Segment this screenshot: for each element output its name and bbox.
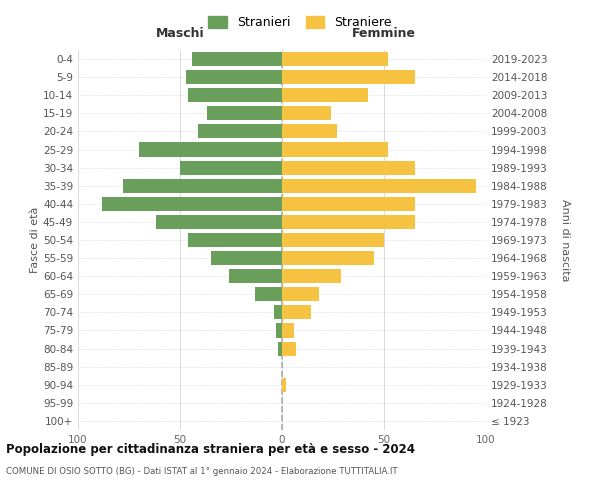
Bar (282, 70, 415, 84)
Bar (282, 324, 294, 338)
Text: Maschi: Maschi (155, 27, 205, 40)
Bar (278, 342, 282, 355)
Bar (188, 88, 282, 102)
Bar (192, 52, 282, 66)
Bar (282, 142, 388, 156)
Bar (188, 233, 282, 247)
Y-axis label: Fasce di età: Fasce di età (30, 207, 40, 273)
Bar (276, 324, 282, 338)
Legend: Stranieri, Straniere: Stranieri, Straniere (203, 11, 397, 34)
Bar (274, 306, 282, 320)
Bar (282, 287, 319, 302)
Bar (155, 215, 282, 229)
Bar (229, 269, 282, 283)
Bar (186, 70, 282, 84)
Bar (123, 178, 282, 193)
Bar (282, 342, 296, 355)
Bar (282, 88, 368, 102)
Y-axis label: Anni di nascita: Anni di nascita (560, 198, 570, 281)
Bar (282, 269, 341, 283)
Text: Popolazione per cittadinanza straniera per età e sesso - 2024: Popolazione per cittadinanza straniera p… (6, 442, 415, 456)
Bar (282, 233, 384, 247)
Bar (282, 124, 337, 138)
Bar (282, 215, 415, 229)
Bar (282, 106, 331, 120)
Bar (103, 197, 282, 211)
Bar (282, 251, 374, 265)
Bar (282, 306, 311, 320)
Bar (139, 142, 282, 156)
Bar (282, 160, 415, 174)
Bar (180, 160, 282, 174)
Bar (256, 287, 282, 302)
Bar (282, 197, 415, 211)
Text: COMUNE DI OSIO SOTTO (BG) - Dati ISTAT al 1° gennaio 2024 - Elaborazione TUTTITA: COMUNE DI OSIO SOTTO (BG) - Dati ISTAT a… (6, 468, 398, 476)
Bar (211, 251, 282, 265)
Bar (282, 52, 388, 66)
Bar (282, 378, 286, 392)
Text: Femmine: Femmine (352, 27, 416, 40)
Bar (282, 178, 476, 193)
Bar (199, 124, 282, 138)
Bar (206, 106, 282, 120)
